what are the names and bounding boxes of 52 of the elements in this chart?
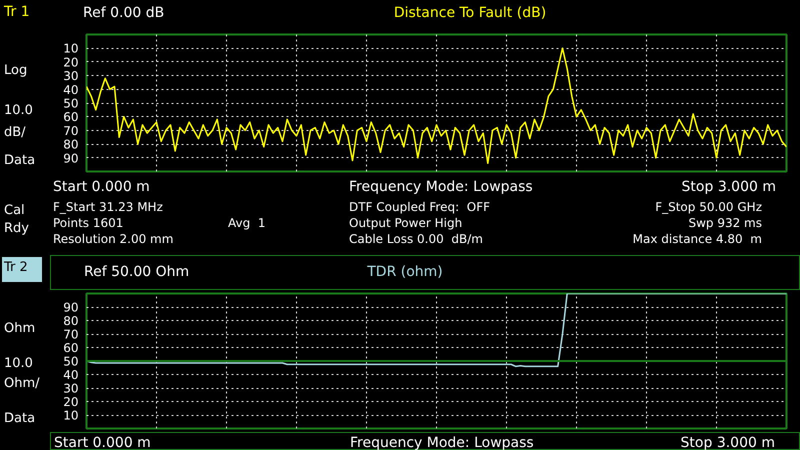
y-tick-label: 90 <box>63 300 79 314</box>
text: Max distance 4.80 m <box>632 231 762 248</box>
text: 10.0 <box>4 102 33 120</box>
text: Start 0.000 m <box>53 178 150 197</box>
chart-title: Distance To Fault (dB) <box>394 4 546 23</box>
text: Tr 1 <box>4 3 30 22</box>
text: Rdy <box>4 220 29 238</box>
text: Avg 1 <box>228 215 266 232</box>
text: Stop 3.000 m <box>680 434 775 450</box>
text: Cal <box>4 202 25 220</box>
chart-subtitle: Ref 0.00 dB <box>83 4 164 23</box>
text: Ohm <box>4 320 36 338</box>
y-tick-label: 60 <box>63 110 79 124</box>
y-tick-label: 10 <box>63 408 79 422</box>
y-tick-label: 50 <box>63 96 79 110</box>
chart-title: TDR (ohm) <box>367 263 443 282</box>
text: Stop 3.000 m <box>682 178 776 197</box>
text: Resolution 2.00 mm <box>53 231 174 248</box>
chart-subtitle: Ref 50.00 Ohm <box>84 263 190 282</box>
text: Swp 932 ms <box>688 215 762 232</box>
text: Data <box>4 152 36 170</box>
y-tick-label: 80 <box>63 314 79 328</box>
text: 10.0 <box>4 355 33 373</box>
text: Points 1601 <box>53 215 124 232</box>
text: Frequency Mode: Lowpass <box>349 178 533 197</box>
text: dB/ <box>4 124 26 142</box>
y-tick-label: 30 <box>63 382 79 396</box>
text: Start 0.000 m <box>54 434 151 450</box>
text: Data <box>4 410 36 428</box>
text: Log <box>4 62 28 80</box>
y-tick-label: 60 <box>63 341 79 355</box>
y-tick-label: 90 <box>63 151 79 166</box>
line-series <box>86 47 786 164</box>
y-tick-label: 20 <box>63 55 79 70</box>
y-tick-label: 10 <box>63 42 79 56</box>
text: Ohm/ <box>4 375 40 393</box>
y-tick-label: 70 <box>63 328 79 342</box>
y-tick-label: 30 <box>63 69 79 84</box>
y-tick-label: 70 <box>63 124 79 138</box>
text: Output Power High <box>349 215 462 232</box>
y-tick-label: 40 <box>63 368 79 382</box>
text: Tr 2 <box>2 257 42 282</box>
text: F_Stop 50.00 GHz <box>655 199 762 216</box>
y-tick-label: 20 <box>63 395 79 409</box>
text: Frequency Mode: Lowpass <box>350 434 534 450</box>
line-series <box>86 294 786 368</box>
text: DTF Coupled Freq: OFF <box>349 199 490 216</box>
text: Cable Loss 0.00 dB/m <box>349 231 483 248</box>
y-tick-label: 40 <box>63 82 79 97</box>
y-tick-label: 50 <box>63 354 79 368</box>
text: F_Start 31.23 MHz <box>53 199 163 216</box>
y-tick-label: 80 <box>63 138 79 152</box>
